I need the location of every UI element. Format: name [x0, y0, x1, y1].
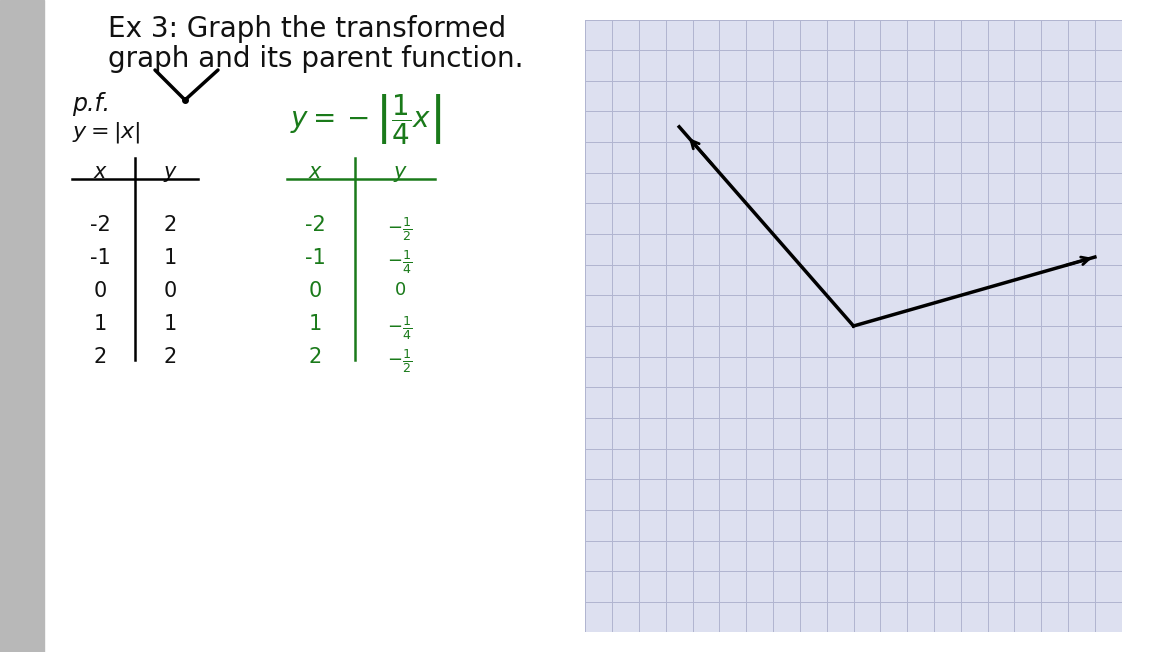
Text: -1: -1 [90, 248, 111, 268]
Text: p.f.: p.f. [72, 92, 110, 116]
Text: 1: 1 [308, 314, 322, 334]
Text: 0: 0 [93, 281, 106, 301]
Text: -2: -2 [304, 215, 325, 235]
Text: 2: 2 [163, 215, 176, 235]
Text: y: y [163, 162, 176, 182]
Text: 1: 1 [93, 314, 106, 334]
Text: 2: 2 [93, 347, 106, 367]
Text: y: y [394, 162, 406, 182]
Text: $-\frac{1}{2}$: $-\frac{1}{2}$ [387, 215, 413, 243]
Text: 1: 1 [163, 248, 176, 268]
Text: x: x [309, 162, 321, 182]
Text: $y = -\left|\dfrac{1}{4}x\right|$: $y = -\left|\dfrac{1}{4}x\right|$ [290, 92, 441, 147]
Text: 0: 0 [308, 281, 322, 301]
Text: $0$: $0$ [394, 281, 406, 299]
Text: -2: -2 [90, 215, 111, 235]
Text: 0: 0 [163, 281, 176, 301]
Text: Ex 3: Graph the transformed: Ex 3: Graph the transformed [108, 15, 506, 43]
Text: graph and its parent function.: graph and its parent function. [108, 45, 524, 73]
Text: 1: 1 [163, 314, 176, 334]
Text: -1: -1 [304, 248, 325, 268]
Bar [0, 0, 44, 652]
Text: 2: 2 [163, 347, 176, 367]
Text: $-\frac{1}{4}$: $-\frac{1}{4}$ [387, 248, 413, 276]
Text: $-\frac{1}{4}$: $-\frac{1}{4}$ [387, 314, 413, 342]
Text: 2: 2 [308, 347, 322, 367]
Text: $-\frac{1}{2}$: $-\frac{1}{2}$ [387, 347, 413, 375]
Text: $y = |x|$: $y = |x|$ [72, 120, 140, 145]
Text: x: x [93, 162, 106, 182]
